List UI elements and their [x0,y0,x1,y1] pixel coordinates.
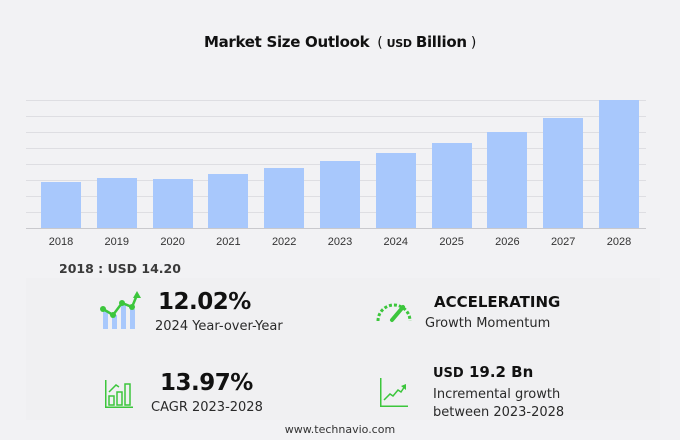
x-label-2027: 2027 [550,236,576,248]
bar-2025 [431,143,472,228]
incremental-currency: USD [433,366,464,381]
x-label-2026: 2026 [495,236,520,248]
yoy-value: 12.02% [158,289,251,315]
incremental-amount: 19.2 Bn [468,363,534,381]
momentum-label: Growth Momentum [425,316,551,331]
bar-2023 [320,161,360,228]
title-main: Market Size Outlook [203,33,370,51]
x-label-2018: 2018 [48,236,74,248]
base-year-value: 2018 : USD 14.20 [59,261,181,276]
x-label-2022: 2022 [271,236,297,248]
cagr-label: CAGR 2023-2028 [151,400,263,415]
x-label-2019: 2019 [104,236,130,248]
footer-url: www.technavio.com [284,423,396,436]
title-currency: USD [386,37,412,50]
chart-title: Market Size Outlook ( USD Billion ) [0,33,680,51]
cagr-value: 13.97% [160,370,253,396]
x-label-2021: 2021 [216,236,241,248]
momentum-value: ACCELERATING [434,293,561,311]
bar-2019 [96,178,137,228]
x-label-2024: 2024 [383,236,409,248]
incremental-label-1: Incremental growth [433,387,561,402]
incremental-label-2: between 2023-2028 [433,405,565,420]
bar-2021 [208,174,249,228]
grid-line [26,132,646,133]
bar-2020 [152,179,193,228]
bar-2028 [599,100,639,228]
grid-line [26,100,646,101]
x-axis-line [26,228,646,229]
yoy-label: 2024 Year-over-Year [155,319,283,334]
title-unit-label: Billion [415,33,467,51]
title-unit: ( USD Billion ) [377,33,477,51]
incremental-value: USD 19.2 Bn [433,363,533,381]
line-growth-icon [379,378,409,412]
x-label-2020: 2020 [160,236,185,248]
bar-2027 [543,118,584,228]
bar-2026 [487,132,528,228]
bar-2024 [375,153,416,228]
bar-growth-icon [104,378,134,414]
bar-2018 [41,182,81,228]
grid-line [26,148,646,149]
trend-bars-icon [99,291,143,335]
speedometer-icon [375,298,413,328]
bar-chart [26,100,646,229]
grid-line [26,116,646,117]
bar-2022 [264,168,305,228]
x-label-2025: 2025 [439,236,464,248]
x-label-2028: 2028 [606,236,632,248]
kpi-panel [26,278,660,420]
x-label-2023: 2023 [327,236,353,248]
